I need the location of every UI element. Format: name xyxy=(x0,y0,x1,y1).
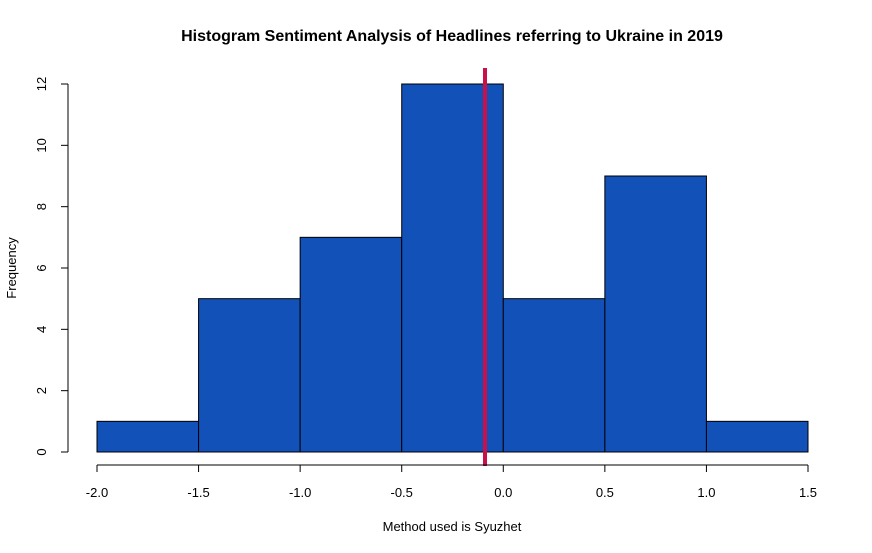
y-tick-label: 4 xyxy=(34,326,49,333)
x-tick-label: 1.0 xyxy=(697,485,715,500)
x-tick-label: -1.0 xyxy=(289,485,311,500)
chart-title: Histogram Sentiment Analysis of Headline… xyxy=(181,28,723,45)
y-axis: 0 2 4 6 8 10 12 xyxy=(34,77,69,456)
y-tick-label: 0 xyxy=(34,448,49,455)
x-tick-label: -0.5 xyxy=(391,485,413,500)
histogram-bar-3 xyxy=(401,83,504,453)
x-axis: -2.0 -1.5 -1.0 -0.5 0.0 0.5 1.0 1.5 xyxy=(86,464,817,500)
histogram-bar-2 xyxy=(299,236,403,453)
y-tick-label: 12 xyxy=(34,77,49,91)
histogram-bar-0 xyxy=(96,420,200,453)
histogram-bar-1 xyxy=(198,298,301,453)
histogram-bars xyxy=(96,83,809,453)
histogram-bar-5 xyxy=(604,175,707,453)
x-tick-label: -2.0 xyxy=(86,485,108,500)
x-tick-label: -1.5 xyxy=(187,485,209,500)
y-tick-label: 8 xyxy=(34,203,49,210)
x-tick-label: 1.5 xyxy=(799,485,817,500)
x-tick-label: 0.5 xyxy=(596,485,614,500)
histogram-bar-6 xyxy=(705,420,809,453)
x-axis-label: Method used is Syuzhet xyxy=(383,519,522,534)
histogram-bar-4 xyxy=(502,298,606,453)
y-tick-label: 2 xyxy=(34,387,49,394)
y-axis-label: Frequency xyxy=(4,237,19,299)
y-tick-label: 6 xyxy=(34,264,49,271)
x-tick-label: 0.0 xyxy=(494,485,512,500)
y-tick-label: 10 xyxy=(34,138,49,152)
